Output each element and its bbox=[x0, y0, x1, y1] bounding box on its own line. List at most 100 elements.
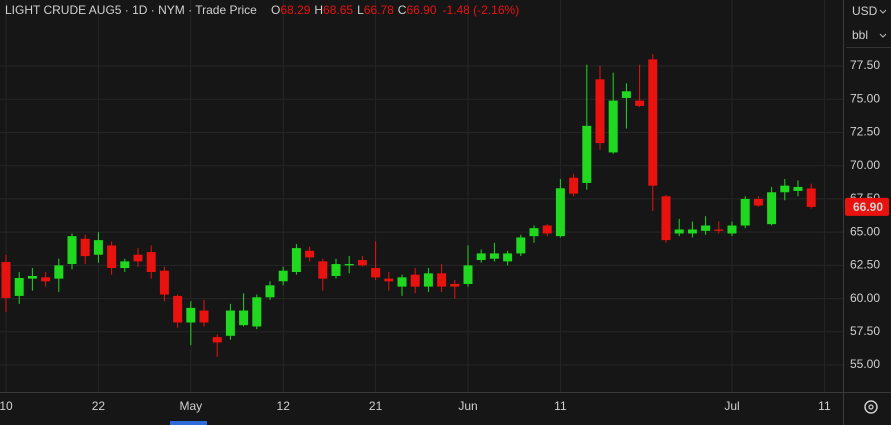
y-tick-label: 65.00 bbox=[850, 224, 880, 238]
candle-body bbox=[569, 177, 579, 194]
candle-body bbox=[806, 188, 816, 207]
dropdown-arrow bbox=[879, 9, 887, 14]
candle-body bbox=[753, 198, 763, 206]
x-tick-label: Jul bbox=[724, 399, 739, 413]
ohlc-key: L bbox=[357, 3, 364, 17]
candle-body bbox=[793, 186, 803, 191]
candle-body bbox=[252, 297, 262, 327]
y-tick-label: 75.00 bbox=[850, 91, 880, 105]
candle-body bbox=[146, 252, 156, 273]
y-tick-label: 60.00 bbox=[850, 291, 880, 305]
candle-body bbox=[80, 238, 90, 257]
ohlc-value: 66.78 bbox=[364, 3, 394, 17]
currency-label[interactable]: USD bbox=[852, 4, 878, 18]
candle-body bbox=[133, 254, 143, 262]
x-tick-label: Jun bbox=[458, 399, 477, 413]
last-price-label: 66.90 bbox=[853, 200, 883, 214]
candle-body bbox=[621, 91, 631, 98]
candle-body bbox=[489, 253, 499, 259]
candle-body bbox=[529, 228, 539, 237]
x-tick-label: 10 bbox=[0, 399, 13, 413]
gear-icon[interactable] bbox=[864, 400, 878, 414]
gear-icon-center bbox=[868, 404, 874, 410]
y-tick-label: 77.50 bbox=[850, 58, 880, 72]
candle-body bbox=[212, 337, 222, 343]
candle-body bbox=[357, 260, 367, 266]
candle-body bbox=[648, 59, 658, 186]
candle-body bbox=[239, 310, 249, 326]
y-tick-label: 62.50 bbox=[850, 258, 880, 272]
candle-body bbox=[305, 250, 315, 258]
x-tick-label: 21 bbox=[369, 399, 383, 413]
candle-body bbox=[278, 270, 288, 282]
candle-body bbox=[582, 125, 592, 183]
x-tick-label: 12 bbox=[277, 399, 291, 413]
y-tick-label: 57.50 bbox=[850, 324, 880, 338]
candle-body bbox=[186, 307, 196, 323]
candle-body bbox=[780, 185, 790, 193]
last-price-tag bbox=[845, 197, 889, 216]
candle-body bbox=[503, 253, 513, 262]
currency-select[interactable] bbox=[846, 2, 890, 22]
settings-button[interactable] bbox=[864, 400, 878, 414]
candle-body bbox=[120, 261, 130, 269]
candle-body bbox=[555, 188, 565, 237]
dropdown-arrow bbox=[879, 33, 887, 38]
candle-body bbox=[714, 229, 724, 231]
candle-body bbox=[14, 277, 24, 296]
candle-body bbox=[463, 265, 473, 284]
candle-body bbox=[516, 237, 526, 254]
grid bbox=[0, 0, 843, 392]
candle-body bbox=[410, 274, 420, 287]
candle-body bbox=[93, 240, 103, 255]
candle-body bbox=[423, 273, 433, 287]
ohlc-legend: O68.29 H68.65 L66.78 C66.90 -1.48 (-2.16%) bbox=[271, 3, 519, 17]
y-tick-label: 72.50 bbox=[850, 125, 880, 139]
candle-body bbox=[450, 283, 460, 287]
candle-body bbox=[767, 192, 777, 225]
scroll-indicator bbox=[170, 421, 207, 425]
candle-body bbox=[41, 277, 51, 282]
ohlc-value: 68.65 bbox=[323, 3, 353, 17]
candle-body bbox=[67, 236, 77, 265]
candle-body bbox=[384, 278, 394, 282]
candle-body bbox=[661, 196, 671, 241]
change-value: -1.48 (-2.16%) bbox=[443, 3, 520, 17]
candle-body bbox=[225, 310, 235, 336]
candle-body bbox=[291, 248, 301, 273]
unit-label[interactable]: bbl bbox=[852, 28, 868, 42]
ohlc-values: O68.29 H68.65 L66.78 C66.90 -1.48 (-2.16%) bbox=[271, 3, 519, 17]
candle-body bbox=[397, 277, 407, 287]
candle-body bbox=[1, 262, 11, 298]
candle-body bbox=[159, 270, 169, 295]
candle-body bbox=[318, 261, 328, 279]
candle-body bbox=[173, 295, 183, 323]
candle-body bbox=[27, 275, 37, 279]
candle-body bbox=[727, 225, 737, 234]
candle-body bbox=[542, 225, 552, 234]
candle-body bbox=[740, 198, 750, 226]
candle-body bbox=[331, 264, 341, 276]
x-tick-label: 22 bbox=[92, 399, 106, 413]
candle-body bbox=[608, 100, 618, 153]
candle-body bbox=[54, 265, 64, 279]
candle-body bbox=[701, 225, 711, 231]
ohlc-key: C bbox=[398, 3, 407, 17]
ohlc-value: 68.29 bbox=[280, 3, 310, 17]
candle-body bbox=[595, 79, 605, 144]
ohlc-key: O bbox=[271, 3, 280, 17]
candle-body bbox=[476, 253, 486, 261]
candle-body bbox=[371, 268, 381, 278]
candles bbox=[1, 54, 816, 358]
x-tick-label: May bbox=[179, 399, 202, 413]
chart-title: LIGHT CRUDE AUG5 · 1D · NYM · Trade Pric… bbox=[5, 3, 257, 17]
candle-body bbox=[674, 229, 684, 234]
x-tick-label: 11 bbox=[818, 399, 831, 413]
candle-body bbox=[437, 273, 447, 287]
candle-body bbox=[107, 245, 117, 269]
y-tick-label: 70.00 bbox=[850, 158, 880, 172]
y-tick-label: 55.00 bbox=[850, 357, 880, 371]
ohlc-key: H bbox=[314, 3, 323, 17]
